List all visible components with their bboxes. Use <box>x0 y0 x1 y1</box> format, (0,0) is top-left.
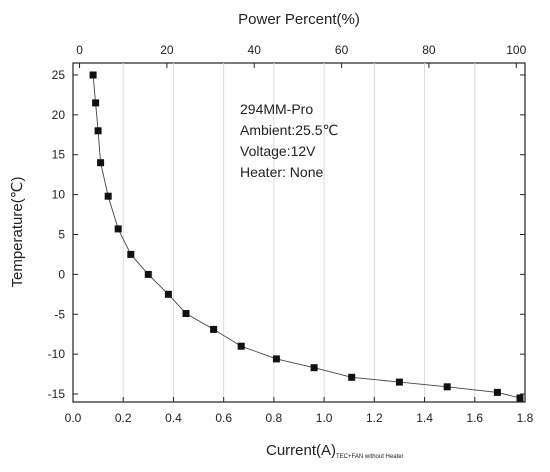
x2-tick-label: 100 <box>506 43 526 57</box>
y-tick-label: 25 <box>52 68 66 82</box>
annotation-line: 294MM-Pro <box>240 101 313 117</box>
data-point <box>182 310 190 317</box>
x-axis-title-main: Current(A) <box>266 442 336 459</box>
data-point <box>210 325 218 333</box>
annotation-line: Heater: None <box>240 164 323 180</box>
y-tick-label: -5 <box>54 307 65 321</box>
y-tick-label: -15 <box>48 387 66 401</box>
data-points <box>89 71 524 402</box>
x2-tick-label: 20 <box>160 43 174 57</box>
data-point <box>89 71 97 79</box>
x-tick-label: 1.2 <box>366 411 383 425</box>
x2-tick-label: 60 <box>335 43 349 57</box>
data-point <box>310 364 318 372</box>
x-tick-label: 0.2 <box>115 411 132 425</box>
data-point <box>104 192 112 200</box>
data-point <box>516 394 524 402</box>
top-axis-title: Power Percent(%) <box>238 11 360 28</box>
grid-lines <box>122 63 476 402</box>
data-point <box>272 355 280 363</box>
data-point <box>97 159 105 167</box>
x-tick-label: 1.4 <box>416 411 433 425</box>
x-tick-label: 1.6 <box>466 411 483 425</box>
plot-frame <box>72 62 526 403</box>
x-tick-label: 0.6 <box>215 411 232 425</box>
data-point <box>443 383 451 391</box>
data-point <box>164 290 172 298</box>
data-point <box>127 250 135 258</box>
x-tick-label: 1.0 <box>316 411 333 425</box>
data-point <box>348 373 356 381</box>
y-tick-label: -10 <box>48 347 66 361</box>
x-axis-title: Current(A)TEC+FAN without Heater <box>266 442 404 460</box>
data-point <box>493 388 501 396</box>
data-point <box>92 99 100 107</box>
data-point <box>395 378 403 386</box>
annotation-block: 294MM-Pro Ambient:25.5℃ Voltage:12V Heat… <box>240 101 338 180</box>
x-tick-label: 0.0 <box>65 411 82 425</box>
x2-tick-label: 80 <box>422 43 436 57</box>
x2-tick-label: 0 <box>76 43 83 57</box>
x-tick-label: 0.4 <box>165 411 182 425</box>
axes: 0.0 0.2 0.4 0.6 0.8 1.0 1.2 1.4 1.6 1.8 25 20 15 10 5 0… <box>48 43 534 425</box>
y-tick-label: 15 <box>52 148 66 162</box>
x-tick-label: 1.8 <box>517 411 534 425</box>
y-axis-title: Temperature(℃) <box>9 176 26 287</box>
x-axis-title-suffix: TEC+FAN without Heater <box>336 454 404 460</box>
data-point <box>237 342 245 350</box>
annotation-line: Ambient:25.5℃ <box>240 122 338 138</box>
y-tick-label: 20 <box>52 108 66 122</box>
x-tick-label: 0.8 <box>266 411 283 425</box>
y-tick-label: 5 <box>58 227 65 241</box>
y-tick-label: 10 <box>52 188 66 202</box>
annotation-line: Voltage:12V <box>240 143 316 159</box>
data-point <box>94 127 102 135</box>
data-point <box>144 270 152 278</box>
data-point <box>114 225 122 233</box>
y-tick-label: 0 <box>58 267 65 281</box>
x2-tick-label: 40 <box>248 43 262 57</box>
